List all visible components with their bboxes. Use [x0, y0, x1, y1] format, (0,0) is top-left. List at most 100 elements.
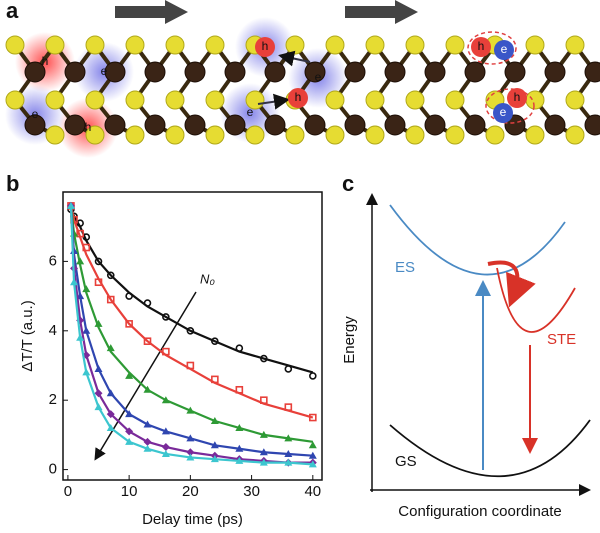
electron: [494, 40, 514, 60]
atom: [205, 90, 225, 110]
atom: [5, 90, 25, 110]
atom: [85, 90, 105, 110]
carrier-label: h: [478, 39, 485, 53]
panel-label: c: [342, 171, 354, 196]
y-axis-label: ΔT/T (a.u.): [19, 300, 36, 371]
atom: [165, 90, 185, 110]
y-tick-label: 0: [49, 461, 57, 478]
atom: [445, 125, 465, 145]
diagram-c: Energy Configuration coordinate ES STE G…: [341, 193, 591, 520]
panel-label: b: [6, 171, 19, 196]
atom: [24, 61, 46, 83]
trend-arrow: [94, 291, 197, 461]
atom: [365, 90, 385, 110]
carrier-label: e: [247, 105, 254, 119]
y-tick-label: 6: [49, 252, 57, 269]
atom: [125, 35, 145, 55]
fit-line: [69, 205, 313, 443]
x-axis-label: Delay time (ps): [142, 511, 243, 528]
atom: [525, 90, 545, 110]
atom: [424, 114, 446, 136]
glow: [74, 42, 134, 102]
fit-line: [69, 205, 313, 466]
atom: [245, 125, 265, 145]
panel-label: a: [6, 0, 19, 23]
atom: [464, 114, 486, 136]
carrier-label: h: [514, 90, 521, 104]
atom: [325, 35, 345, 55]
data-point: [106, 271, 115, 280]
carrier-label: e: [500, 105, 507, 119]
data-point: [94, 319, 103, 327]
atom: [304, 61, 326, 83]
atom: [85, 125, 105, 145]
atom: [184, 114, 206, 136]
atom: [144, 61, 166, 83]
data-point: [106, 295, 115, 304]
carrier-label: h: [295, 90, 302, 104]
atom: [445, 35, 465, 55]
atom: [285, 35, 305, 55]
x-tick-label: 20: [182, 483, 199, 500]
atom: [325, 90, 345, 110]
fit-line: [69, 205, 313, 464]
atom: [264, 114, 286, 136]
atom: [405, 35, 425, 55]
carrier-label: h: [262, 39, 269, 53]
hop-arrow: [257, 93, 290, 110]
y-tick-label: 4: [49, 322, 57, 339]
data-point: [125, 320, 133, 328]
atom: [544, 61, 566, 83]
atom: [285, 125, 305, 145]
atom: [64, 61, 86, 83]
atom: [144, 114, 166, 136]
carrier-label: h: [85, 120, 92, 134]
plot-frame: [62, 191, 323, 481]
data-point: [125, 371, 134, 379]
atom: [205, 125, 225, 145]
x-tick-label: 0: [64, 483, 72, 500]
atom: [5, 35, 25, 55]
data-point: [162, 313, 170, 321]
atom: [104, 114, 126, 136]
atom: [504, 61, 526, 83]
x-tick-label: 40: [304, 483, 321, 500]
fit-line: [69, 205, 314, 419]
axis-label: Configuration coordinate: [398, 503, 561, 520]
x-tick-label: 10: [121, 483, 138, 500]
hole: [255, 37, 275, 57]
data-point: [186, 326, 195, 335]
atom: [24, 114, 46, 136]
atom: [125, 90, 145, 110]
hole: [288, 88, 308, 108]
atom: [264, 61, 286, 83]
atom: [544, 114, 566, 136]
atom: [224, 61, 246, 83]
atom: [405, 125, 425, 145]
hole: [471, 37, 491, 57]
atom: [45, 90, 65, 110]
x-tick-label: 30: [243, 483, 260, 500]
atom: [165, 125, 185, 145]
atom: [45, 125, 65, 145]
hop-arrow: [278, 50, 311, 67]
electron: [493, 103, 513, 123]
atom: [325, 125, 345, 145]
atom: [344, 114, 366, 136]
atom: [384, 61, 406, 83]
motion-arrows: [115, 0, 418, 24]
atom: [45, 35, 65, 55]
fit-line: [69, 205, 313, 457]
atom: [125, 125, 145, 145]
data-point: [309, 372, 317, 380]
atom: [344, 61, 366, 83]
atom: [224, 114, 246, 136]
atom: [365, 125, 385, 145]
carrier-label: h: [42, 54, 49, 68]
atom: [165, 35, 185, 55]
hole: [507, 88, 527, 108]
carrier-label: e: [315, 70, 322, 84]
atom: [584, 61, 600, 83]
data-point: [308, 441, 317, 449]
